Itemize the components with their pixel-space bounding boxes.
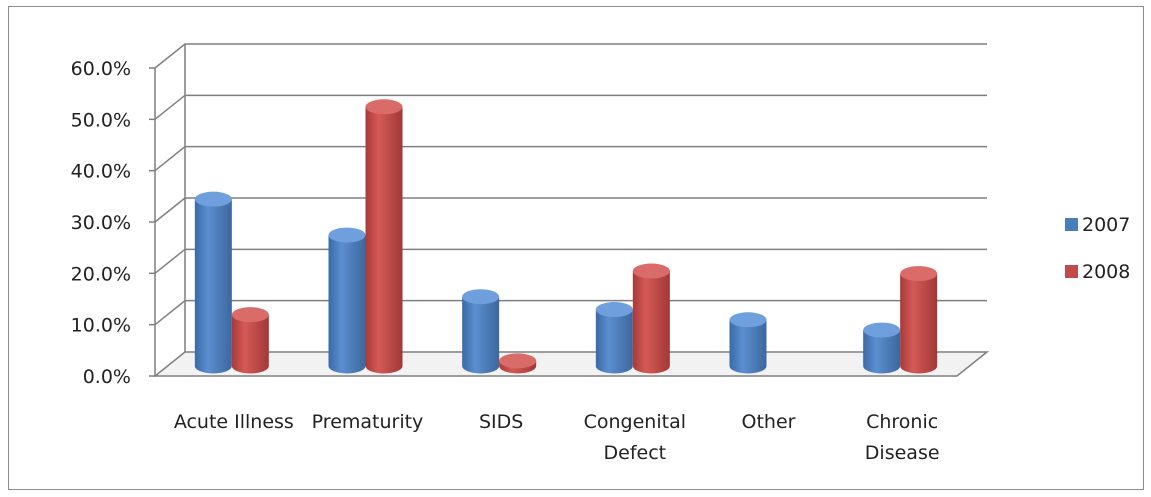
gridline bbox=[154, 197, 987, 223]
legend-swatch-2007 bbox=[1065, 218, 1078, 231]
y-axis: 0.0% 10.0% 20.0% 30.0% 40.0% 50.0% 60.0% bbox=[71, 58, 155, 388]
y-tick-label: 30.0% bbox=[71, 212, 131, 234]
bar-body bbox=[231, 314, 269, 374]
gridline bbox=[154, 145, 987, 172]
bar-2007 bbox=[462, 289, 500, 374]
x-tick-label: Congenital Defect bbox=[584, 411, 686, 464]
x-axis: Acute Illness Prematurity SIDS Congenital De… bbox=[174, 411, 940, 464]
bar-top bbox=[462, 289, 500, 305]
gridline bbox=[154, 248, 987, 274]
bar-2007 bbox=[863, 322, 901, 374]
bar-top bbox=[328, 227, 366, 243]
x-tick-label: Chronic Disease bbox=[865, 411, 940, 464]
bar-top bbox=[231, 307, 269, 323]
gridline bbox=[154, 299, 987, 326]
bar-top bbox=[900, 266, 938, 282]
bar-body bbox=[194, 199, 232, 374]
chart-walls bbox=[152, 44, 990, 377]
bar-top bbox=[595, 302, 633, 318]
bar-2008 bbox=[499, 353, 537, 374]
bar-top bbox=[729, 312, 767, 328]
bar-2008 bbox=[900, 266, 938, 374]
y-tick-label: 10.0% bbox=[71, 315, 131, 337]
gridline bbox=[154, 94, 987, 120]
bar-2007 bbox=[328, 227, 366, 374]
y-tick-label: 20.0% bbox=[71, 263, 131, 285]
bar-2007 bbox=[194, 191, 232, 374]
bar-2008 bbox=[231, 307, 269, 374]
x-tick-label: SIDS bbox=[479, 411, 523, 433]
gridline bbox=[154, 43, 987, 69]
legend-swatch-2008 bbox=[1065, 265, 1078, 278]
bar-body bbox=[632, 271, 670, 374]
chart-floor bbox=[152, 351, 990, 377]
bar-body bbox=[900, 273, 938, 374]
x-tick-label: Prematurity bbox=[312, 411, 424, 433]
bar-body bbox=[365, 106, 403, 374]
legend-label-2007: 2007 bbox=[1082, 214, 1130, 236]
y-tick-label: 0.0% bbox=[83, 366, 131, 388]
y-tick-label: 60.0% bbox=[71, 58, 131, 80]
bar-top bbox=[863, 322, 901, 338]
bar-2008 bbox=[365, 99, 403, 374]
bar-top bbox=[365, 99, 403, 115]
bar-body bbox=[595, 309, 633, 374]
gridlines bbox=[154, 43, 987, 326]
bar-body bbox=[729, 319, 767, 374]
bar-2007 bbox=[595, 302, 633, 374]
bar-top bbox=[632, 263, 670, 279]
x-tick-label: Other bbox=[742, 411, 796, 433]
bar-2008 bbox=[632, 263, 670, 374]
bar-top bbox=[194, 191, 232, 207]
bars bbox=[194, 99, 938, 374]
bar-body bbox=[328, 235, 366, 374]
y-tick-label: 50.0% bbox=[71, 109, 131, 131]
bar-2007 bbox=[729, 312, 767, 374]
x-tick-label: Acute Illness bbox=[174, 411, 294, 433]
legend: 2007 2008 bbox=[1065, 214, 1130, 283]
bar-top bbox=[499, 353, 537, 369]
bar-body bbox=[462, 296, 500, 374]
legend-label-2008: 2008 bbox=[1082, 261, 1130, 283]
y-tick-label: 40.0% bbox=[71, 161, 131, 183]
bar-body bbox=[863, 330, 901, 374]
